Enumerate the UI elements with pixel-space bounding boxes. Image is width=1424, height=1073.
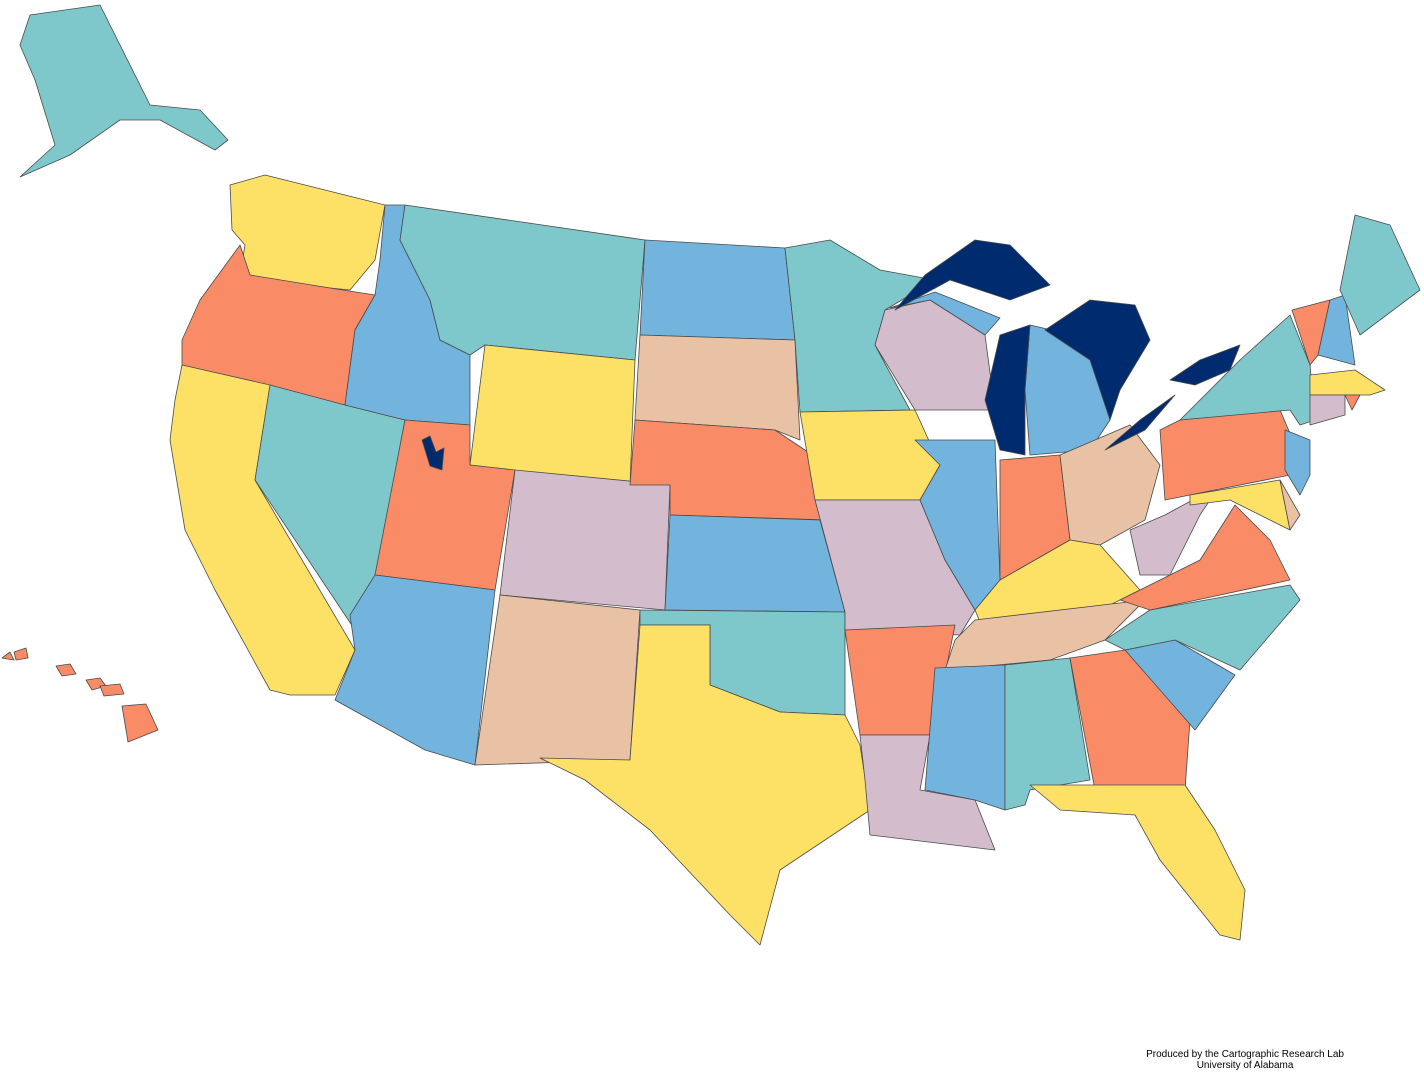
region-south-dakota (634, 334, 801, 441)
region-washington (229, 174, 386, 291)
hawaii-shape (99, 683, 125, 697)
region-michigan-upper (889, 291, 1001, 336)
credit-text: Produced by the Cartographic Research La… (1146, 1049, 1344, 1071)
region-lake-superior (894, 239, 1051, 311)
region-arizona (334, 574, 496, 766)
connecticut-shape (1309, 394, 1346, 426)
region-new-hampshire (1317, 294, 1356, 366)
region-louisiana (859, 734, 996, 851)
virginia-shape (1119, 504, 1291, 611)
rhode-island-shape (1344, 394, 1361, 411)
region-lake-ontario (1169, 344, 1241, 386)
montana-shape (399, 204, 646, 361)
region-mississippi (924, 664, 1006, 811)
region-new-jersey (1284, 429, 1311, 496)
south-dakota-shape (634, 334, 801, 441)
hawaii-shape (55, 663, 77, 677)
region-delaware (1279, 479, 1301, 531)
region-wyoming (469, 344, 636, 486)
mississippi-shape (924, 664, 1006, 811)
delaware-shape (1279, 479, 1301, 531)
region-maine (1339, 214, 1421, 336)
texas-shape (539, 624, 871, 946)
region-georgia (1069, 649, 1191, 791)
illinois-shape (914, 439, 1001, 611)
iowa-shape (799, 409, 941, 501)
lake-huron-shape (1044, 299, 1151, 421)
region-rhode-island (1344, 394, 1361, 411)
new-jersey-shape (1284, 429, 1311, 496)
florida-shape (1029, 784, 1246, 941)
wyoming-shape (469, 344, 636, 486)
region-kansas (664, 514, 846, 613)
region-texas (539, 624, 871, 946)
region-alaska (19, 4, 229, 178)
maine-shape (1339, 214, 1421, 336)
north-carolina-shape (1104, 584, 1301, 671)
colorado-shape (499, 469, 671, 611)
west-virginia-shape (1129, 484, 1221, 576)
region-virginia (1119, 504, 1291, 611)
region-lake-huron (1044, 299, 1151, 421)
kansas-shape (664, 514, 846, 613)
region-montana (399, 204, 646, 361)
arizona-shape (334, 574, 496, 766)
region-florida (1029, 784, 1246, 941)
region-north-dakota (639, 239, 796, 341)
north-dakota-shape (639, 239, 796, 341)
hawaii-shape (1, 651, 15, 661)
massachusetts-shape (1309, 369, 1386, 396)
lake-erie-shape (1104, 394, 1176, 451)
region-west-virginia (1129, 484, 1221, 576)
great-salt-lake-shape (421, 435, 445, 471)
region-lake-erie (1104, 394, 1176, 451)
region-illinois (914, 439, 1001, 611)
region-massachusetts (1309, 369, 1386, 396)
region-lake-michigan (984, 324, 1031, 456)
region-new-mexico (474, 594, 641, 766)
new-mexico-shape (474, 594, 641, 766)
washington-shape (229, 174, 386, 291)
region-hawaii (1, 647, 159, 743)
lake-superior-shape (894, 239, 1051, 311)
georgia-shape (1069, 649, 1191, 791)
credit-line-2: University of Alabama (1196, 1060, 1294, 1071)
region-iowa (799, 409, 941, 501)
credit-line-1: Produced by the Cartographic Research La… (1146, 1049, 1344, 1060)
hawaii-shape (121, 703, 159, 743)
lake-michigan-shape (984, 324, 1031, 456)
michigan-upper-shape (889, 291, 1001, 336)
region-colorado (499, 469, 671, 611)
lake-ontario-shape (1169, 344, 1241, 386)
region-connecticut (1309, 394, 1346, 426)
region-north-carolina (1104, 584, 1301, 671)
alaska-shape (19, 4, 229, 178)
louisiana-shape (859, 734, 996, 851)
region-great-salt-lake (421, 435, 445, 471)
new-hampshire-shape (1317, 294, 1356, 366)
hawaii-shape (13, 647, 29, 661)
